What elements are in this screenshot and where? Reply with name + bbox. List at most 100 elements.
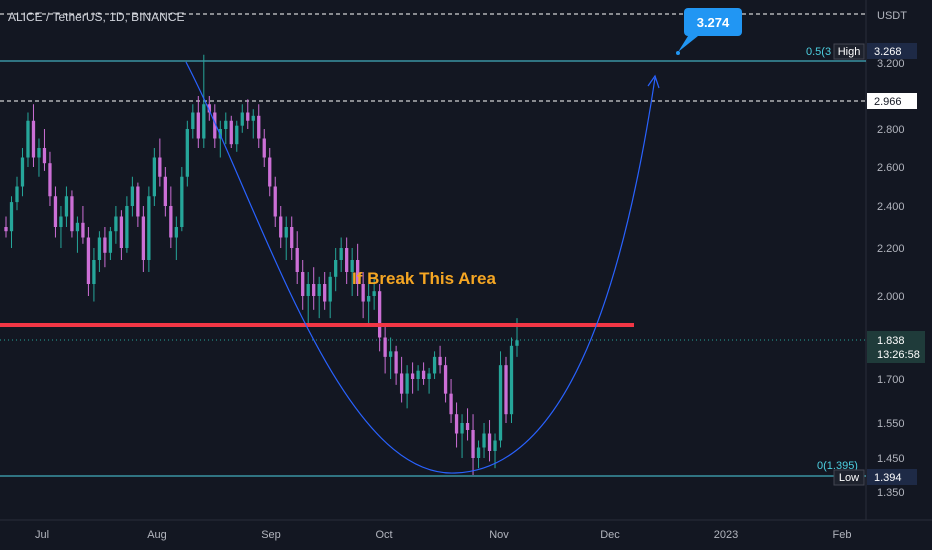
candle — [345, 237, 349, 284]
time-tick-label: Dec — [600, 529, 620, 541]
breakout-annotation[interactable]: If Break This Area — [352, 269, 496, 288]
price-tick-label: 2.800 — [877, 124, 905, 136]
candle — [119, 210, 124, 260]
price-tick-label: 2.000 — [877, 291, 905, 303]
candle — [180, 167, 184, 232]
candle — [306, 272, 310, 324]
candle — [130, 176, 135, 217]
candle — [317, 276, 321, 319]
candle — [509, 337, 514, 423]
candlestick-series — [4, 54, 519, 475]
price-tick-label: 1.700 — [877, 374, 905, 386]
candle — [246, 99, 250, 129]
candle — [339, 237, 343, 272]
candle — [328, 272, 332, 319]
candle — [356, 243, 360, 296]
candle — [268, 148, 272, 197]
candle — [75, 216, 80, 253]
candle — [158, 138, 162, 187]
time-tick-label: Oct — [375, 529, 392, 541]
time-tick-label: Sep — [261, 529, 281, 541]
candle — [218, 120, 222, 158]
candle — [86, 227, 91, 296]
time-tick-label: Nov — [489, 529, 509, 541]
candle — [471, 414, 475, 475]
arrow-head-icon — [647, 74, 660, 89]
candle — [284, 216, 288, 260]
candle — [377, 284, 382, 352]
candle — [476, 440, 481, 469]
price-tick-label: 2.400 — [877, 201, 905, 213]
candle — [53, 186, 58, 238]
candle — [108, 227, 113, 260]
candle — [449, 379, 453, 423]
candle — [174, 216, 178, 260]
candle — [207, 96, 211, 121]
downtrend-arc[interactable] — [185, 61, 456, 474]
candle — [37, 138, 41, 177]
candle — [229, 115, 233, 148]
candle — [482, 423, 486, 458]
candle — [432, 351, 437, 379]
low-price-label: 1.394 — [874, 472, 902, 484]
price-tick-label: 2.600 — [877, 162, 905, 174]
candle — [31, 104, 36, 167]
projection-arc[interactable] — [454, 77, 656, 474]
time-axis[interactable]: Jul Aug Sep Oct Nov Dec 2023 Feb — [35, 529, 852, 541]
candle — [141, 206, 146, 272]
candle — [410, 362, 415, 394]
candle — [498, 351, 503, 448]
candle — [48, 151, 52, 206]
candle — [443, 356, 448, 403]
target-callout[interactable]: 3.274 — [676, 8, 742, 55]
candle — [235, 120, 239, 152]
candle — [81, 206, 85, 244]
candle — [383, 323, 387, 374]
candle — [251, 109, 255, 139]
candle — [163, 167, 167, 217]
candle — [421, 362, 426, 385]
candle — [114, 206, 118, 244]
candle — [257, 104, 261, 148]
candle — [487, 420, 492, 462]
price-tick-label: 1.550 — [877, 418, 905, 430]
current-price-label: 1.838 — [877, 335, 905, 347]
candle — [213, 104, 217, 148]
symbol-title: ALICE / TetherUS, 1D, BINANCE — [8, 10, 185, 24]
candle — [136, 182, 140, 227]
candle — [59, 206, 63, 248]
candle — [279, 206, 283, 248]
candle — [361, 272, 365, 319]
candle — [70, 190, 74, 238]
candle — [454, 402, 459, 448]
price-tick-label: 1.350 — [877, 487, 905, 499]
candle — [9, 196, 14, 248]
level-2966-label: 2.966 — [874, 96, 902, 108]
candle — [262, 129, 266, 167]
candle — [405, 365, 409, 409]
candle — [394, 345, 398, 385]
candle — [147, 186, 151, 272]
currency-label: USDT — [877, 10, 907, 22]
candle — [169, 186, 173, 248]
candle — [493, 433, 497, 469]
candle — [97, 231, 102, 272]
candle — [103, 227, 107, 268]
candle — [4, 216, 8, 238]
time-tick-label: Feb — [833, 529, 852, 541]
low-tag: Low — [839, 472, 859, 484]
candle — [416, 365, 420, 391]
candle — [64, 186, 69, 227]
candle — [125, 196, 129, 253]
candle — [350, 248, 354, 296]
candle — [240, 104, 244, 133]
target-label: 3.274 — [697, 15, 730, 30]
price-axis[interactable]: 1.350 1.450 1.550 1.700 2.000 2.200 2.400 2.600… — [877, 58, 905, 499]
candle — [202, 54, 206, 148]
candle — [465, 408, 470, 441]
time-tick-label: Aug — [147, 529, 167, 541]
candle — [460, 414, 464, 458]
candle — [438, 345, 442, 374]
